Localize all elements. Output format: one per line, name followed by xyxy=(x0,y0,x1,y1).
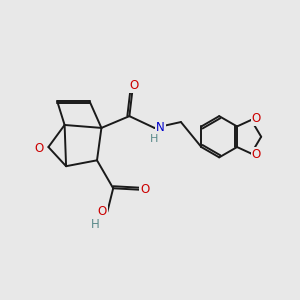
Text: O: O xyxy=(252,148,261,161)
Text: O: O xyxy=(129,79,138,92)
Text: H: H xyxy=(91,218,100,231)
Text: N: N xyxy=(156,121,165,134)
Text: O: O xyxy=(252,112,261,125)
Text: O: O xyxy=(98,205,107,218)
Text: O: O xyxy=(140,183,150,196)
Text: H: H xyxy=(150,134,158,144)
Text: O: O xyxy=(34,142,43,155)
